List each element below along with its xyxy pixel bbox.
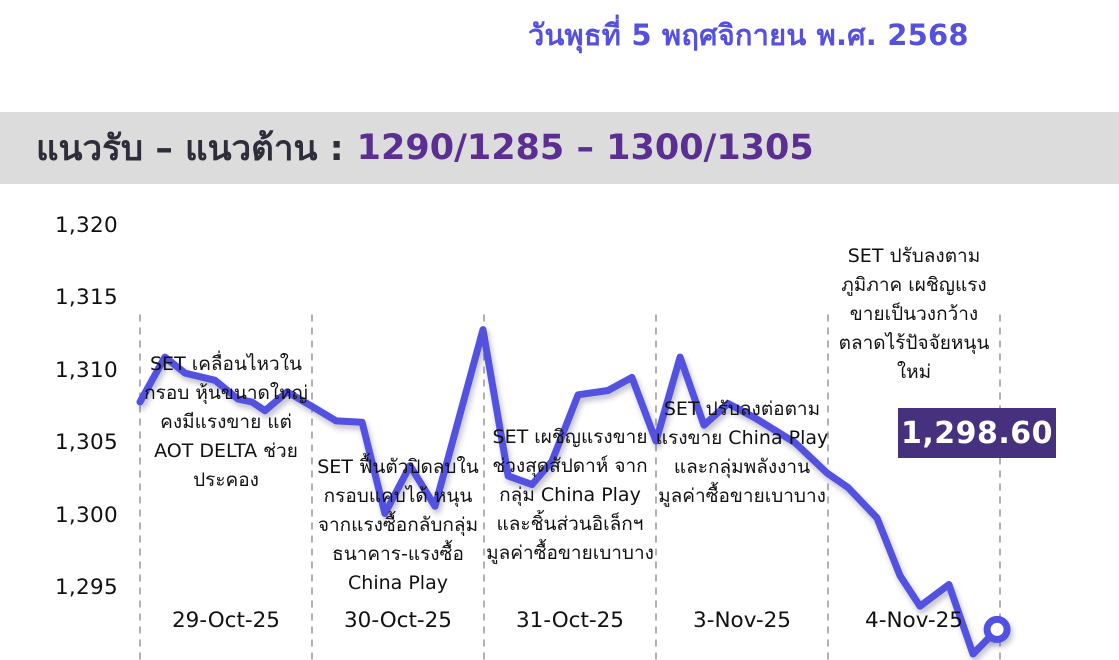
support-resistance-label: แนวรับ – แนวต้าน : [36, 128, 344, 169]
y-tick-label: 1,295 [54, 575, 118, 600]
day-commentary-annotation: SET ปรับลงตาม ภูมิภาค เผชิญแรง ขายเป็นวง… [838, 245, 990, 383]
y-tick-label: 1,315 [54, 285, 118, 311]
set-index-line-chart: 1,320 1,315 1,310 1,305 1,300 1,295 29-Oct-25… [0, 185, 1119, 660]
x-tick-label: 3-Nov-25 [693, 608, 791, 633]
y-tick-label: 1,300 [54, 502, 118, 528]
line-chart-canvas [136, 314, 1011, 660]
x-tick-label: 31-Oct-25 [515, 608, 624, 633]
support-resistance-banner: แนวรับ – แนวต้าน : 1290/1285 – 1300/1305 [0, 112, 1119, 184]
day-commentary-annotation: SET เคลื่อนไหวใน กรอบ หุ้นขนาดใหญ่ คงมีแ… [144, 353, 308, 491]
report-date: วันพุธที่ 5 พฤศจิกายน พ.ศ. 2568 [528, 18, 969, 52]
day-commentary-annotation: SET ปรับลงต่อตาม แรงขาย China Play และกล… [655, 398, 829, 507]
y-tick-label: 1,320 [54, 213, 118, 238]
last-price-badge: 1,298.60 [898, 408, 1056, 458]
x-tick-label: 30-Oct-25 [343, 608, 452, 633]
x-tick-label: 29-Oct-25 [171, 608, 280, 633]
y-tick-label: 1,305 [54, 430, 118, 456]
y-tick-label: 1,310 [54, 357, 118, 383]
support-resistance-values: 1290/1285 – 1300/1305 [356, 128, 814, 168]
day-commentary-annotation: SET เผชิญแรงขาย ช่วงสุดสัปดาห์ จาก กลุ่ม… [486, 426, 654, 564]
day-commentary-annotation: SET ฟื้นตัวปิดลบใน กรอบแคบได้ หนุน จากแร… [317, 456, 479, 594]
set-index-price-line [136, 326, 1001, 658]
last-point-marker [983, 615, 1011, 643]
x-tick-label: 4-Nov-25 [865, 608, 963, 633]
